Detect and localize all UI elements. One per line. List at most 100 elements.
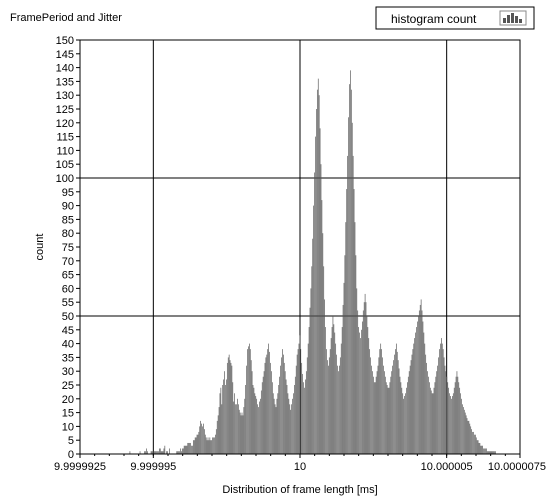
histogram-bar [186, 445, 188, 454]
histogram-bar [267, 349, 269, 454]
histogram-bar [366, 316, 368, 454]
y-tick-label: 120 [56, 118, 74, 130]
legend-box [375, 6, 535, 30]
histogram-bar [227, 357, 229, 454]
histogram-bar [302, 373, 303, 454]
histogram-bar [446, 376, 448, 454]
histogram-bar [297, 349, 299, 454]
histogram-bar [308, 327, 310, 454]
y-tick-label: 0 [68, 449, 74, 461]
histogram-bar [384, 371, 385, 454]
histogram-bar [443, 357, 445, 454]
histogram-bar [479, 442, 481, 454]
histogram-bar [217, 415, 219, 454]
histogram-bar [218, 407, 220, 454]
histogram-bar [459, 387, 461, 454]
histogram-bar [144, 451, 145, 454]
histogram-bar [445, 371, 447, 454]
histogram-bar [281, 357, 282, 454]
histogram-bar [155, 451, 156, 454]
histogram-bar [353, 189, 355, 455]
histogram-bar [270, 362, 271, 454]
histogram-bar [416, 327, 417, 454]
histogram-bar [387, 387, 389, 454]
histogram-bar [393, 360, 394, 454]
histogram-bar [290, 409, 292, 454]
histogram-bar [467, 420, 469, 454]
x-tick-label: 9.9999925 [54, 461, 106, 473]
histogram-bar [197, 434, 199, 454]
histogram-bar [473, 431, 474, 454]
histogram-bar [237, 398, 238, 454]
histogram-bar [285, 379, 287, 454]
histogram-bar [228, 354, 230, 454]
histogram-bar [458, 382, 460, 454]
histogram-bar [214, 437, 215, 454]
histogram-bar [475, 437, 477, 454]
histogram-bar [437, 365, 438, 454]
histogram-bar [256, 398, 258, 454]
histogram-bar [189, 442, 190, 454]
histogram-bar [190, 442, 191, 454]
histogram-bar [483, 448, 484, 454]
histogram-bar [205, 437, 207, 454]
histogram-bar [294, 376, 296, 454]
histogram-bar [482, 445, 483, 454]
histogram-bar [251, 371, 253, 454]
y-tick-label: 60 [62, 283, 74, 295]
histogram-bar [415, 332, 416, 454]
histogram-bar [208, 440, 210, 454]
histogram-bar [254, 393, 256, 454]
histogram-bar [233, 401, 235, 454]
histogram-bar [398, 368, 400, 454]
histogram-bar [204, 429, 205, 454]
histogram-bar [405, 393, 406, 454]
histogram-bar [198, 431, 200, 454]
y-tick-label: 110 [56, 145, 74, 157]
y-tick-label: 5 [68, 435, 74, 447]
histogram-bar [212, 437, 213, 454]
histogram-bar [494, 451, 495, 454]
histogram-bar [341, 327, 343, 454]
histogram-bar [339, 365, 340, 454]
histogram-bar [455, 376, 457, 454]
histogram-bar [169, 448, 170, 454]
histogram-bar [289, 404, 291, 454]
y-tick-label: 90 [62, 201, 74, 213]
histogram-bar [456, 371, 458, 454]
histogram-bar [301, 362, 303, 454]
histogram-bar [451, 398, 452, 454]
histogram-bar [351, 122, 353, 455]
histogram-bar [360, 338, 361, 454]
histogram-bar [335, 343, 337, 454]
histogram-bar [347, 155, 348, 455]
histogram-bar [328, 365, 329, 454]
histogram-bar [304, 387, 305, 454]
histogram-bar [357, 310, 359, 454]
histogram-bar [486, 448, 487, 454]
histogram-bar [463, 409, 465, 454]
histogram-bar [156, 451, 157, 454]
histogram-bar [194, 437, 196, 454]
y-tick-label: 35 [62, 352, 74, 364]
histogram-bar [235, 404, 236, 454]
histogram-bar [262, 376, 264, 454]
histogram-bar [193, 440, 195, 454]
histogram-bar [195, 437, 197, 454]
histogram-bar [273, 398, 275, 454]
histogram-bar [410, 360, 412, 454]
histogram-bar [236, 404, 237, 454]
histogram-bar [463, 407, 464, 454]
histogram-bar [383, 365, 384, 454]
histogram-bar [333, 324, 335, 454]
histogram-bar [412, 349, 414, 454]
histogram-bar [464, 412, 466, 454]
histogram-bar [182, 448, 184, 454]
histogram-bar [343, 282, 345, 454]
histogram-bar [373, 376, 374, 454]
histogram-bar [238, 404, 239, 454]
histogram-bar [315, 136, 316, 454]
histogram-bar [261, 382, 263, 454]
histogram-bar [260, 390, 262, 454]
